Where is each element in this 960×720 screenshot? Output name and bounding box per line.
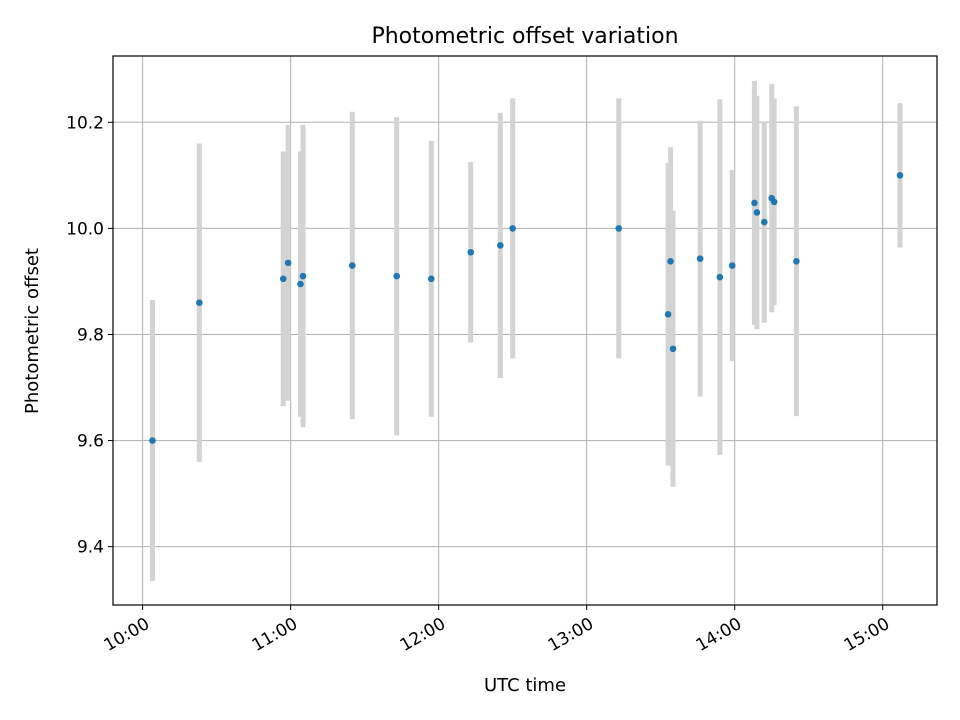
data-point bbox=[349, 262, 356, 269]
data-point bbox=[615, 225, 623, 232]
data-point bbox=[664, 311, 672, 318]
data-point bbox=[753, 209, 761, 216]
data-point bbox=[667, 257, 674, 265]
data-point bbox=[393, 272, 401, 280]
y-axis-ticks: 9.4 9.6 9.8 10.0 10.2 bbox=[66, 113, 113, 558]
data-point bbox=[751, 199, 758, 207]
data-point bbox=[669, 345, 677, 353]
data-point bbox=[728, 262, 736, 269]
data-point bbox=[896, 172, 904, 179]
y-tick-label: 10.0 bbox=[66, 219, 104, 239]
data-point bbox=[279, 275, 287, 283]
y-tick-label: 9.4 bbox=[77, 538, 104, 558]
data-point bbox=[716, 273, 724, 281]
data-point bbox=[427, 275, 435, 283]
data-point bbox=[761, 218, 768, 226]
plot-frame bbox=[112, 55, 938, 606]
data-point bbox=[297, 280, 304, 288]
data-points bbox=[149, 172, 904, 444]
data-point bbox=[196, 299, 203, 306]
data-point bbox=[793, 257, 800, 265]
data-point bbox=[299, 272, 307, 280]
data-point bbox=[497, 242, 504, 249]
y-tick-label: 9.6 bbox=[77, 432, 104, 452]
y-axis-label: Photometric offset bbox=[22, 248, 43, 414]
data-point bbox=[467, 248, 475, 256]
chart-title: Photometric offset variation bbox=[371, 24, 678, 49]
data-point bbox=[770, 198, 778, 206]
y-tick-label: 9.8 bbox=[77, 325, 104, 345]
y-tick-label: 10.2 bbox=[66, 113, 104, 133]
data-point bbox=[149, 437, 156, 444]
data-point bbox=[284, 259, 292, 267]
data-point bbox=[509, 225, 516, 232]
data-point bbox=[696, 255, 704, 262]
x-axis-label: UTC time bbox=[484, 675, 566, 696]
